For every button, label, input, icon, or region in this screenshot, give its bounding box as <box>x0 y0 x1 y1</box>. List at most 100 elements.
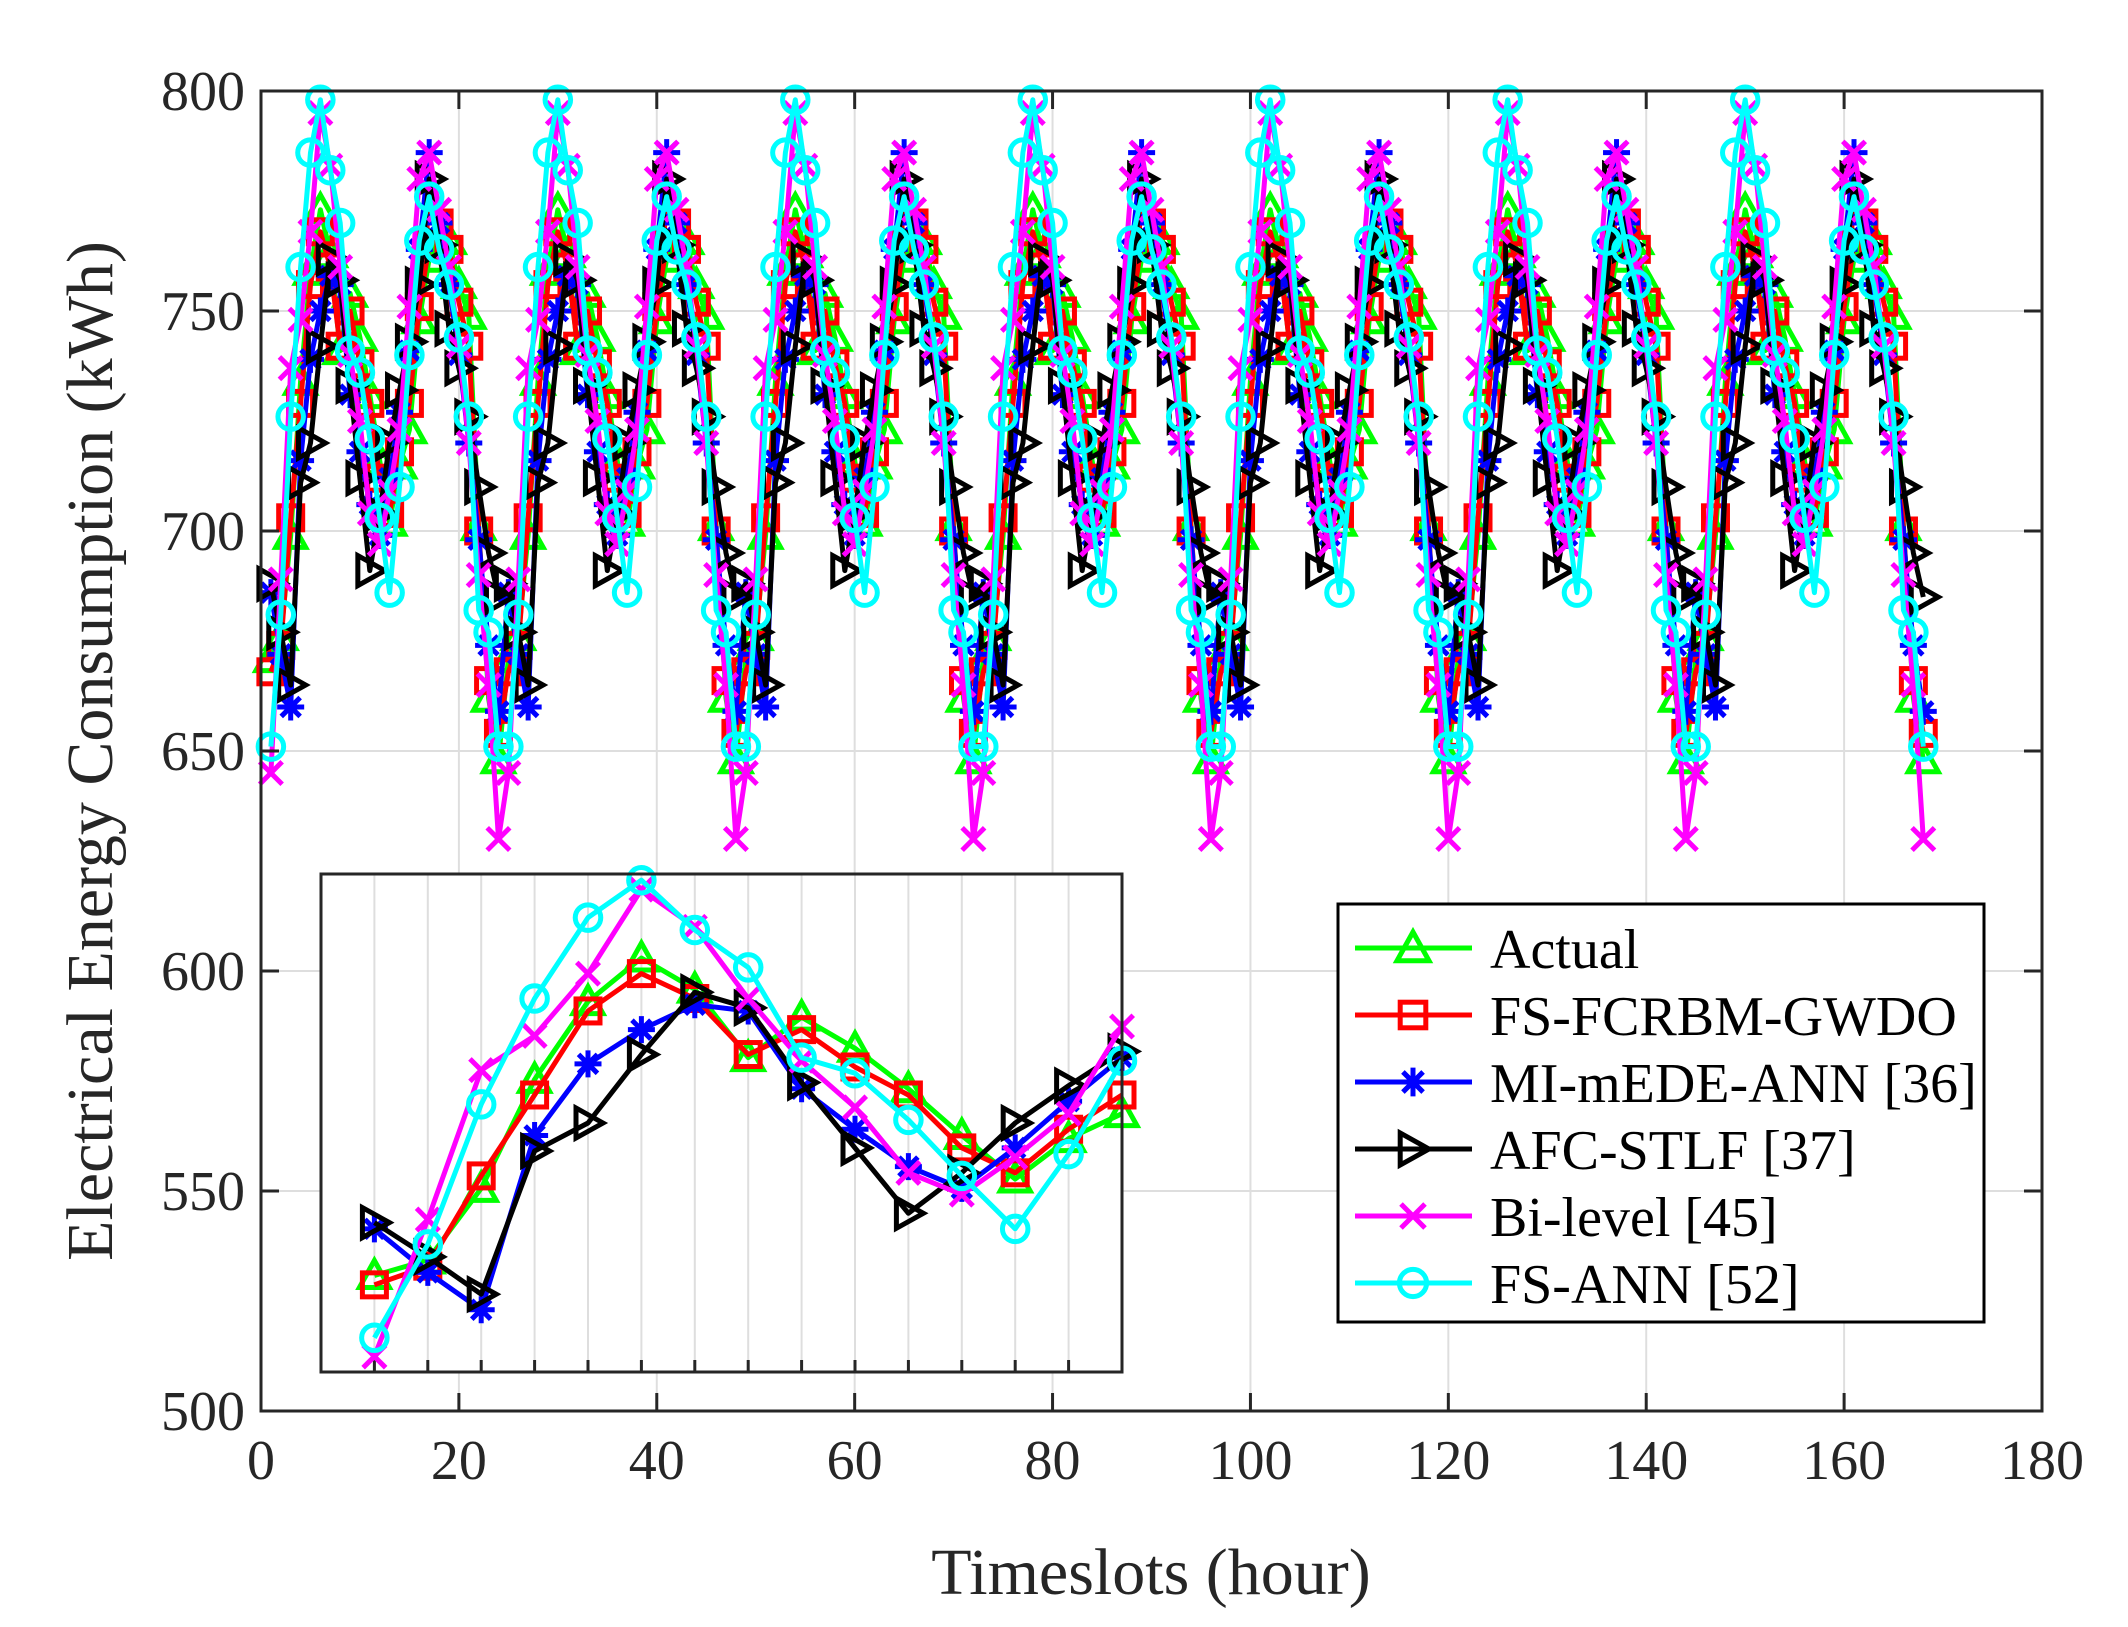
data-point <box>416 139 443 166</box>
data-point <box>484 697 512 725</box>
inset-data-point <box>680 973 715 1012</box>
data-point <box>1829 265 1865 304</box>
data-point <box>1156 322 1187 353</box>
data-point <box>1542 551 1578 590</box>
data-point <box>721 577 757 617</box>
data-point <box>503 599 534 630</box>
data-point <box>1711 447 1739 475</box>
data-point <box>1581 339 1612 371</box>
data-point <box>1463 503 1493 533</box>
inset-data-point <box>679 914 711 946</box>
data-point <box>1672 697 1700 725</box>
y-tick-label: 500 <box>161 1381 245 1443</box>
data-point <box>1227 693 1255 721</box>
data-point <box>849 577 880 608</box>
data-point <box>908 269 940 300</box>
data-point <box>592 551 628 590</box>
inset-series-Bi-level [45] <box>361 876 1136 1370</box>
data-point <box>1483 423 1518 463</box>
data-point <box>1670 731 1702 762</box>
data-point <box>396 293 423 320</box>
data-point <box>781 297 809 325</box>
data-point <box>285 251 316 283</box>
data-point <box>513 503 543 533</box>
data-point <box>988 503 1018 533</box>
data-point <box>722 697 750 725</box>
x-tick-label: 140 <box>1604 1430 1688 1492</box>
y-tick-label: 800 <box>161 61 245 123</box>
data-point <box>780 326 816 366</box>
data-point <box>1235 251 1266 283</box>
data-point <box>1463 665 1499 705</box>
data-point <box>740 599 771 630</box>
data-point <box>1236 447 1264 475</box>
data-point <box>631 339 663 371</box>
data-point <box>1660 616 1692 648</box>
inset-data-point <box>946 1160 978 1192</box>
data-point <box>691 401 722 432</box>
data-point <box>1018 326 1053 366</box>
data-point <box>473 616 504 648</box>
data-point <box>386 416 413 443</box>
data-point <box>257 759 284 787</box>
data-point <box>633 293 660 320</box>
x-tick-label: 180 <box>2000 1430 2084 1492</box>
data-point <box>1433 577 1469 617</box>
y-axis-label: Electrical Energy Consumption (kWh) <box>54 241 127 1261</box>
data-point <box>1435 825 1462 853</box>
legend-label: FS-ANN [52] <box>1490 1254 1800 1316</box>
data-point <box>820 458 856 498</box>
data-point <box>315 154 346 186</box>
data-point <box>485 825 512 853</box>
data-point <box>1739 154 1771 186</box>
data-point <box>1493 326 1528 366</box>
inset-data-point <box>786 1042 817 1073</box>
data-point <box>483 577 519 617</box>
data-point <box>1383 269 1415 300</box>
data-point <box>1848 234 1880 265</box>
inset-data-point <box>521 1022 548 1049</box>
data-point <box>346 438 374 466</box>
data-point <box>1433 731 1464 762</box>
data-point <box>653 139 680 166</box>
data-point <box>513 665 549 705</box>
data-point <box>1532 357 1563 388</box>
data-point <box>413 181 445 212</box>
data-point <box>1136 234 1167 265</box>
data-point <box>1571 471 1603 503</box>
legend-marker <box>1397 1128 1435 1170</box>
data-point <box>1277 253 1304 281</box>
data-point <box>939 467 974 507</box>
inset-data-point <box>839 1057 871 1089</box>
data-point <box>1454 640 1482 668</box>
data-point <box>1197 825 1224 853</box>
data-point <box>1672 825 1699 853</box>
data-point <box>1057 357 1088 388</box>
data-point <box>898 234 930 265</box>
data-point <box>1344 339 1375 371</box>
data-point <box>1909 697 1937 725</box>
data-point <box>1770 458 1805 498</box>
inset-data-point <box>572 902 604 933</box>
data-point <box>1195 731 1227 762</box>
data-point <box>1076 502 1108 534</box>
data-point <box>305 84 336 116</box>
legend-label: Bi-level [45] <box>1490 1187 1778 1249</box>
data-point <box>1512 207 1543 239</box>
data-point <box>752 355 779 382</box>
data-point <box>277 355 304 382</box>
data-point <box>1611 234 1642 265</box>
data-point <box>751 665 786 705</box>
legend-label: FS-FCRBM-GWDO <box>1490 986 1957 1048</box>
inset-data-point <box>1055 1087 1083 1115</box>
data-point <box>1207 759 1234 787</box>
data-point <box>888 181 920 212</box>
data-point <box>542 84 574 116</box>
data-point <box>859 471 890 503</box>
data-point <box>1462 401 1494 432</box>
data-point <box>1910 825 1937 853</box>
data-point <box>871 293 898 320</box>
inset-data-point <box>1055 1100 1082 1127</box>
data-point <box>1809 471 1840 503</box>
data-point <box>751 503 781 533</box>
